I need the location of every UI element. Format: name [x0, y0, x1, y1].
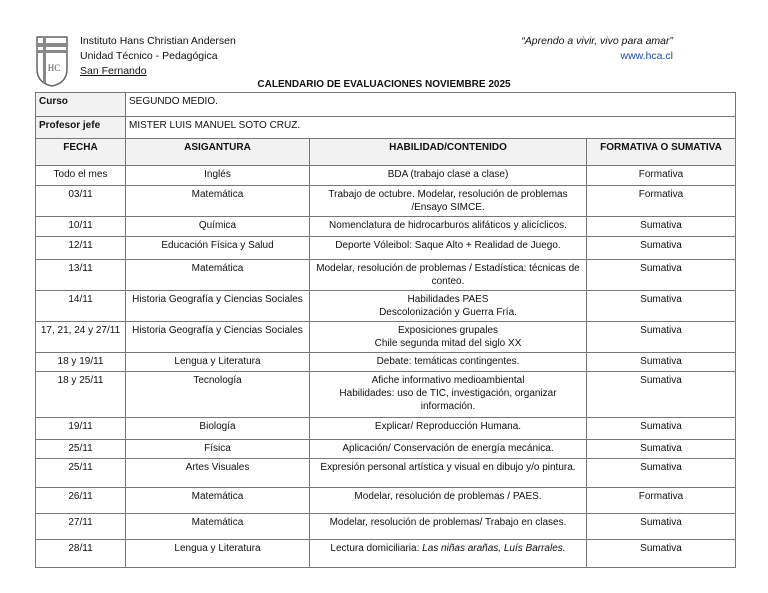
- fecha-cell: 28/11: [35, 539, 126, 568]
- asignatura-cell: Matemática: [125, 513, 310, 540]
- fecha-cell: 03/11: [35, 185, 126, 217]
- contenido-prefix: Lectura domiciliaria:: [330, 543, 423, 554]
- fecha-cell: 26/11: [35, 487, 126, 514]
- asignatura-cell: Inglés: [125, 165, 310, 186]
- asignatura-cell: Física: [125, 439, 310, 459]
- fecha-cell: 18 y 19/11: [35, 352, 126, 372]
- contenido-cell: BDA (trabajo clase a clase): [309, 165, 587, 186]
- curso-value: SEGUNDO MEDIO.: [125, 92, 736, 117]
- fecha-cell: 14/11: [35, 290, 126, 322]
- table-row: 10/11 Química Nomenclatura de hidrocarburo…: [35, 216, 736, 237]
- asignatura-cell: Lengua y Literatura: [125, 352, 310, 372]
- curso-row: Curso SEGUNDO MEDIO.: [35, 92, 736, 117]
- contenido-cell: Deporte Vóleibol: Saque Alto + Realidad …: [309, 236, 587, 260]
- contenido-cell: Aplicación/ Conservación de energía mecá…: [309, 439, 587, 459]
- fecha-cell: 27/11: [35, 513, 126, 540]
- asignatura-cell: Matemática: [125, 487, 310, 514]
- tipo-cell: Sumativa: [586, 439, 736, 459]
- table-row: Todo el mes Inglés BDA (trabajo clase a cl…: [35, 165, 736, 186]
- tipo-cell: Sumativa: [586, 321, 736, 353]
- asignatura-cell: Tecnología: [125, 371, 310, 418]
- table-row: 25/11 Física Aplicación/ Conservación de e…: [35, 439, 736, 459]
- column-header: HABILIDAD/CONTENIDO: [309, 138, 587, 166]
- tipo-cell: Sumativa: [586, 458, 736, 488]
- contenido-cell: Modelar, resolución de problemas/ Trabaj…: [309, 513, 587, 540]
- tipo-cell: Formativa: [586, 487, 736, 514]
- table-row: 13/11 Matemática Modelar, resolución de pr…: [35, 259, 736, 291]
- table-row: 18 y 25/11 Tecnología Afiche informativo m…: [35, 371, 736, 418]
- page-title: CALENDARIO DE EVALUACIONES NOVIEMBRE 202…: [257, 79, 511, 90]
- column-header: FECHA: [35, 138, 126, 166]
- table-row: 12/11 Educación Física y Salud Deporte Vól…: [35, 236, 736, 260]
- column-header: ASIGANTURA: [125, 138, 310, 166]
- contenido-cell: Habilidades PAES Descolonización y Guerr…: [309, 290, 587, 322]
- asignatura-cell: Matemática: [125, 185, 310, 217]
- table-row: 03/11 Matemática Trabajo de octubre. Model…: [35, 185, 736, 217]
- tipo-cell: Sumativa: [586, 539, 736, 568]
- unit-name: Unidad Técnico - Pedagógica: [80, 50, 218, 62]
- contenido-cell: Modelar, resolución de problemas / PAES.: [309, 487, 587, 514]
- fecha-cell: 25/11: [35, 458, 126, 488]
- contenido-cell: Modelar, resolución de problemas / Estad…: [309, 259, 587, 291]
- motto: “Aprendo a vivir, vivo para amar”: [521, 35, 673, 47]
- asignatura-cell: Matemática: [125, 259, 310, 291]
- contenido-cell: Debate: temáticas contingentes.: [309, 352, 587, 372]
- city-name: San Fernando: [80, 65, 147, 77]
- table-row: 28/11 Lengua y Literatura Lectura domici…: [35, 539, 736, 568]
- fecha-cell: 18 y 25/11: [35, 371, 126, 418]
- table-header: FECHA ASIGANTURA HABILIDAD/CONTENIDO FOR…: [35, 138, 736, 166]
- table-row: 26/11 Matemática Modelar, resolución de pr…: [35, 487, 736, 514]
- contenido-cell: Trabajo de octubre. Modelar, resolución …: [309, 185, 587, 217]
- profesor-value: MISTER LUIS MANUEL SOTO CRUZ.: [125, 116, 736, 139]
- contenido-cell: Lectura domiciliaria: Las niñas arañas, …: [309, 539, 587, 568]
- fecha-cell: 19/11: [35, 417, 126, 440]
- contenido-cell: Afiche informativo medioambiental Habili…: [309, 371, 587, 418]
- tipo-cell: Formativa: [586, 165, 736, 186]
- institution-name: Instituto Hans Christian Andersen: [80, 35, 236, 47]
- tipo-cell: Sumativa: [586, 352, 736, 372]
- fecha-cell: 13/11: [35, 259, 126, 291]
- table-row: 19/11 Biología Explicar/ Reproducción Huma…: [35, 417, 736, 440]
- table-row: 27/11 Matemática Modelar, resolución de pr…: [35, 513, 736, 540]
- table-row: 17, 21, 24 y 27/11 Historia Geografía y C…: [35, 321, 736, 353]
- evaluation-table: Curso SEGUNDO MEDIO. Profesor jefe MISTE…: [35, 92, 736, 568]
- table-row: 14/11 Historia Geografía y Ciencias Socia…: [35, 290, 736, 322]
- tipo-cell: Sumativa: [586, 290, 736, 322]
- asignatura-cell: Artes Visuales: [125, 458, 310, 488]
- asignatura-cell: Historia Geografía y Ciencias Sociales: [125, 321, 310, 353]
- table-row: 18 y 19/11 Lengua y Literatura Debate: tem…: [35, 352, 736, 372]
- asignatura-cell: Biología: [125, 417, 310, 440]
- asignatura-cell: Química: [125, 216, 310, 237]
- asignatura-cell: Lengua y Literatura: [125, 539, 310, 568]
- contenido-cell: Explicar/ Reproducción Humana.: [309, 417, 587, 440]
- tipo-cell: Sumativa: [586, 216, 736, 237]
- tipo-cell: Sumativa: [586, 236, 736, 260]
- curso-label: Curso: [35, 92, 126, 117]
- tipo-cell: Sumativa: [586, 513, 736, 540]
- fecha-cell: 10/11: [35, 216, 126, 237]
- fecha-cell: Todo el mes: [35, 165, 126, 186]
- profesor-label: Profesor jefe: [35, 116, 126, 139]
- asignatura-cell: Historia Geografía y Ciencias Sociales: [125, 290, 310, 322]
- website-link[interactable]: www.hca.cl: [620, 50, 673, 62]
- school-logo: HC: [36, 36, 68, 87]
- svg-text:HC: HC: [48, 63, 61, 73]
- tipo-cell: Sumativa: [586, 259, 736, 291]
- book-title: Las niñas arañas, Luís Barrales.: [422, 543, 566, 554]
- asignatura-cell: Educación Física y Salud: [125, 236, 310, 260]
- tipo-cell: Formativa: [586, 185, 736, 217]
- fecha-cell: 12/11: [35, 236, 126, 260]
- contenido-cell: Exposiciones grupales Chile segunda mita…: [309, 321, 587, 353]
- table-row: 25/11 Artes Visuales Expresión personal ar…: [35, 458, 736, 488]
- fecha-cell: 25/11: [35, 439, 126, 459]
- contenido-cell: Nomenclatura de hidrocarburos alifáticos…: [309, 216, 587, 237]
- profesor-row: Profesor jefe MISTER LUIS MANUEL SOTO CR…: [35, 116, 736, 139]
- contenido-cell: Expresión personal artística y visual en…: [309, 458, 587, 488]
- tipo-cell: Sumativa: [586, 417, 736, 440]
- column-header: FORMATIVA O SUMATIVA: [586, 138, 736, 166]
- fecha-cell: 17, 21, 24 y 27/11: [35, 321, 126, 353]
- tipo-cell: Sumativa: [586, 371, 736, 418]
